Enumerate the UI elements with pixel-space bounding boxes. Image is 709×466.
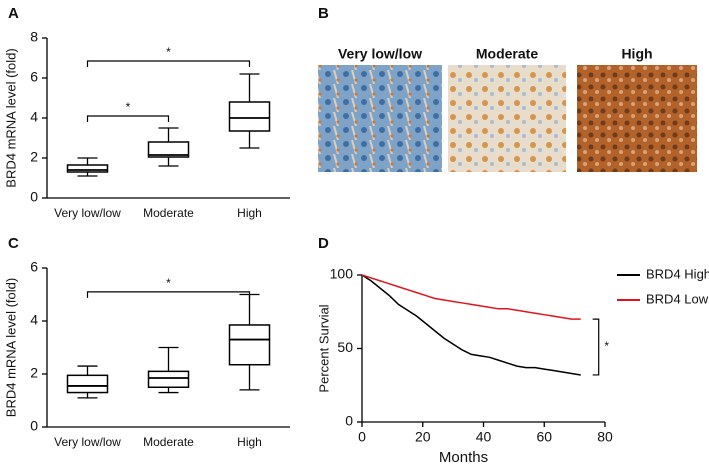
y-tick-label: 2 [30,365,38,381]
y-tick-label: 100 [330,266,354,282]
survival-curve [361,274,581,320]
y-axis-title: BRD4 mRNA level (fold) [3,278,18,417]
survival-curve [361,274,581,376]
box [228,101,271,132]
y-tick-label: 4 [30,109,38,125]
x-axis-title: Months [439,449,488,466]
panel-letter: C [8,235,19,252]
y-tick-label: 8 [30,29,38,45]
legend-label: BRD4 High [646,266,709,281]
y-tick-label: 6 [30,259,38,275]
significance-label: * [166,276,171,290]
significance-label: * [604,339,609,353]
x-tick-label: Moderate [143,206,194,220]
box [147,141,190,158]
x-tick-label: Very low/low [54,206,121,220]
y-axis-title: BRD4 mRNA level (fold) [3,48,18,187]
x-tick-label: 0 [358,429,366,445]
x-tick-label: 60 [536,429,552,445]
y-tick-label: 0 [30,189,38,205]
box [228,324,271,366]
box [66,374,109,394]
panel-letter: A [8,5,19,22]
micrograph-label: High [621,46,652,62]
panel-letter: B [318,5,329,22]
x-tick-label: 80 [597,429,613,445]
y-tick-label: 0 [30,418,38,434]
significance-label: * [166,45,171,59]
y-tick-label: 4 [30,312,38,328]
y-tick-label: 50 [337,339,353,355]
significance-label: * [126,100,131,114]
x-tick-label: Very low/low [54,435,121,449]
x-tick-label: High [237,206,262,220]
micrograph-label: Very low/low [338,46,422,62]
x-tick-label: High [237,435,262,449]
y-axis-title: Percent Survial [316,304,331,392]
box [66,164,109,173]
micrograph [577,65,697,172]
micrograph [448,65,566,172]
y-tick-label: 2 [30,149,38,165]
significance-bracket [86,60,251,67]
box [147,370,190,389]
y-tick-label: 0 [345,413,353,429]
x-tick-label: Moderate [143,435,194,449]
x-tick-label: 40 [476,429,492,445]
y-tick-label: 6 [30,69,38,85]
x-tick-label: 20 [415,429,431,445]
micrograph-label: Moderate [476,46,538,62]
significance-bracket [592,318,600,376]
panel-letter: D [318,235,329,252]
micrograph [318,65,442,172]
significance-bracket [86,291,251,298]
legend-label: BRD4 Low [646,291,709,306]
significance-bracket [86,115,170,122]
